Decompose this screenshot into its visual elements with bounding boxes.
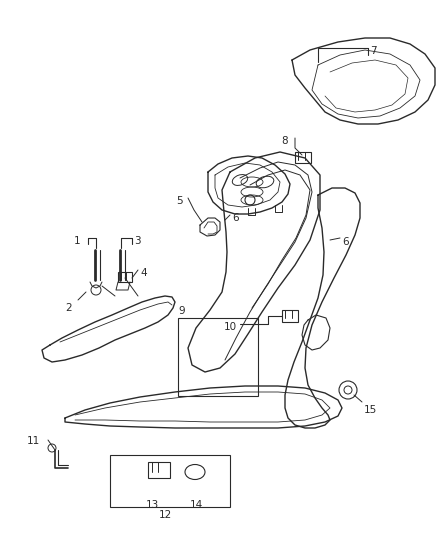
Bar xyxy=(282,310,298,322)
Text: 2: 2 xyxy=(65,303,72,313)
Bar xyxy=(178,318,258,396)
Text: 11: 11 xyxy=(27,436,40,446)
Text: 1: 1 xyxy=(74,236,80,246)
Text: 9: 9 xyxy=(178,306,185,316)
Text: 10: 10 xyxy=(224,322,237,332)
Text: 15: 15 xyxy=(364,405,377,415)
Text: 13: 13 xyxy=(145,500,159,510)
Bar xyxy=(110,455,230,507)
Text: 8: 8 xyxy=(281,136,288,146)
Bar xyxy=(148,462,170,478)
Text: 3: 3 xyxy=(134,236,141,246)
Text: 6: 6 xyxy=(342,237,349,247)
Text: 7: 7 xyxy=(370,46,377,56)
Text: 12: 12 xyxy=(159,510,172,520)
Bar xyxy=(118,272,132,282)
Text: 4: 4 xyxy=(140,268,147,278)
Text: 6: 6 xyxy=(232,213,239,223)
Text: 14: 14 xyxy=(189,500,203,510)
Text: 5: 5 xyxy=(177,196,183,206)
Bar xyxy=(295,152,311,163)
